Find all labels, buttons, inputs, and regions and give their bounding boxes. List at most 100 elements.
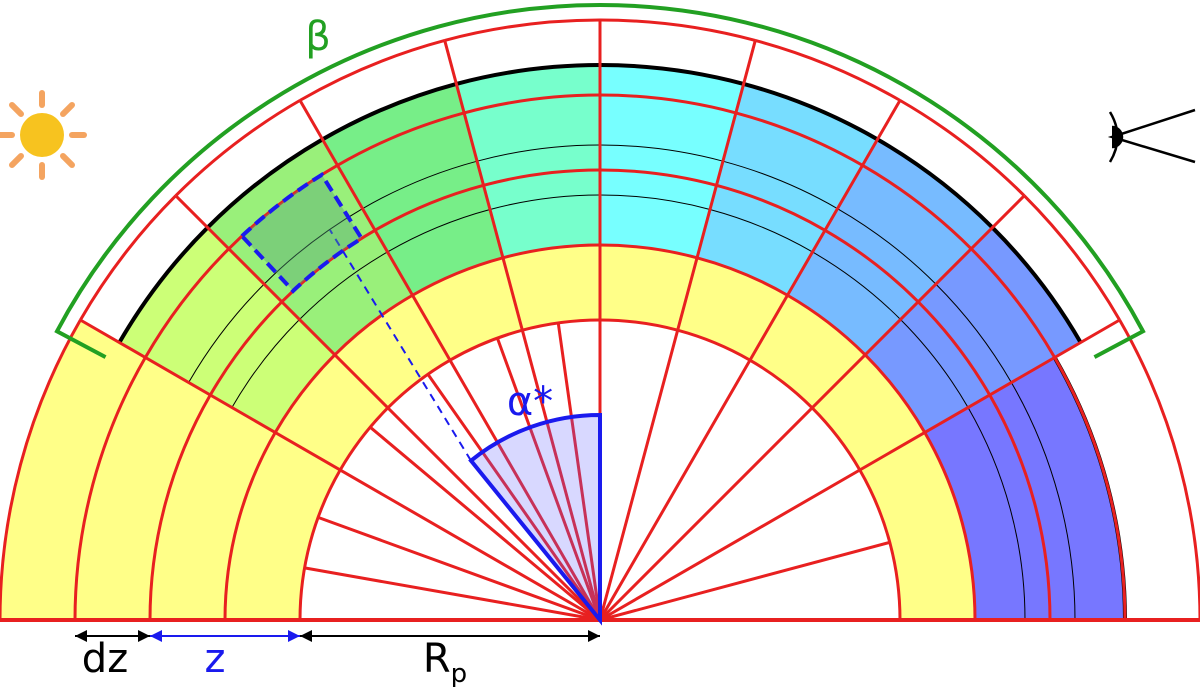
inner-ray (556, 322, 602, 621)
ring-arc (386, 358, 451, 409)
ring-arc (463, 93, 601, 115)
atmosphere-cell (322, 83, 503, 296)
inner-ray (426, 373, 602, 621)
ring-arc (754, 38, 901, 102)
ring-arc (861, 164, 973, 250)
atmosphere-edge (743, 81, 879, 142)
ring-arc (899, 99, 1026, 197)
ray (298, 99, 602, 621)
sight-line (329, 229, 472, 462)
ring-arc (444, 18, 601, 42)
layer-line (935, 283, 1012, 383)
atmosphere-cell (207, 139, 413, 355)
z-label: z (205, 636, 226, 682)
ring-arc (502, 243, 601, 260)
ring-arc (824, 228, 920, 303)
alpha-label: α* (507, 379, 553, 425)
layer-line (188, 283, 265, 383)
ring-arc (411, 256, 504, 297)
ring-arc (0, 319, 82, 621)
layer-line (900, 319, 969, 408)
sun-icon (0, 90, 87, 180)
atmosphere-cell (697, 83, 878, 296)
layer-line (837, 208, 937, 285)
atmosphere-edge (876, 137, 994, 229)
ring-arc (483, 168, 601, 187)
ring-arc (79, 194, 177, 321)
atmosphere-cell (119, 227, 335, 433)
ring-arc (923, 431, 977, 621)
ring-arc (599, 93, 737, 115)
ring-arc (73, 356, 147, 621)
ring-arc (338, 406, 389, 471)
ring-arc (333, 293, 414, 356)
selected-cell (239, 172, 365, 294)
ring-arc (208, 300, 283, 396)
inner-ray (304, 566, 601, 622)
ray (599, 318, 1121, 622)
atmosphere-cell (865, 227, 1081, 433)
layer-line (299, 251, 388, 320)
atmosphere-cell (924, 357, 1125, 620)
ray (79, 318, 601, 622)
rp-main: R (423, 636, 451, 682)
ray (174, 194, 602, 622)
surface-ring (275, 354, 388, 470)
layer-line (1010, 382, 1076, 621)
ring-arc (716, 183, 826, 232)
ring-arc (749, 358, 814, 409)
ring-arc (1053, 356, 1127, 621)
ring-arc (599, 18, 756, 42)
surface-ring (750, 295, 866, 408)
atmosphere-edge (321, 81, 457, 142)
shapes (0, 3, 1200, 642)
ring-arc (917, 300, 992, 396)
layer-line (476, 144, 601, 162)
ray (599, 540, 891, 622)
inner-ray (495, 337, 602, 621)
ring-arc (599, 318, 679, 332)
atmosphere-edge (117, 226, 209, 344)
ray (598, 99, 902, 621)
layer-line (362, 160, 478, 210)
ring-arc (735, 111, 864, 167)
surface-ring (600, 245, 698, 331)
surface-ring (502, 245, 600, 331)
layer-line (489, 194, 601, 210)
ring-arc (299, 38, 446, 102)
layer-line (967, 407, 1026, 621)
atmosphere-cell (787, 139, 993, 355)
ring-arc (521, 318, 601, 332)
layer-line (599, 194, 711, 210)
surface-ring (677, 257, 788, 361)
layer-line (387, 208, 491, 253)
surface-ring (812, 354, 925, 470)
ring-arc (811, 406, 862, 471)
ring-arc (174, 99, 301, 197)
ring-arc (599, 243, 698, 260)
ring-arc (227, 164, 339, 250)
surface-ring (334, 295, 450, 408)
eye-icon (1107, 108, 1196, 164)
atmosphere-edge (599, 63, 745, 86)
atmosphere-edge (206, 137, 324, 229)
ring-arc (696, 256, 789, 297)
alpha-wedge (468, 412, 602, 626)
atmosphere-edge (991, 226, 1083, 344)
atmosphere-cell (600, 65, 744, 258)
ring-arc (449, 328, 523, 362)
layer-line (812, 251, 901, 320)
inner-ray (369, 426, 601, 622)
ring-arc (970, 247, 1056, 359)
ring-arc (298, 469, 342, 621)
ring-arc (1118, 319, 1200, 621)
ring-arc (223, 431, 277, 621)
ring-arc (148, 394, 212, 621)
ray (598, 194, 1026, 622)
ray (598, 40, 757, 621)
layer-line (599, 144, 724, 162)
layer-line (722, 160, 838, 210)
ray (443, 40, 602, 621)
layer-line (709, 208, 813, 253)
